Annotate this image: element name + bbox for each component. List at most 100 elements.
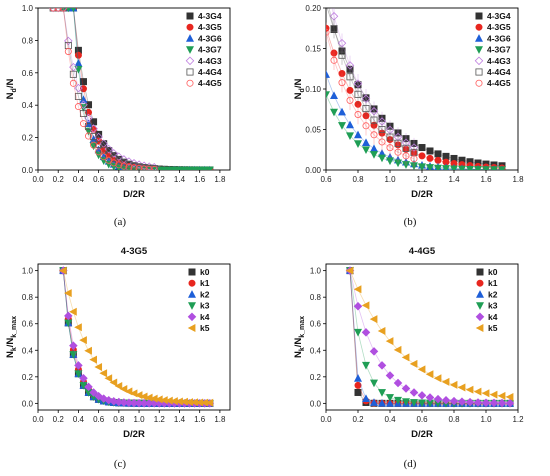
data-point <box>409 143 419 152</box>
data-point <box>377 117 387 126</box>
data-point <box>345 61 355 70</box>
data-point <box>95 130 103 138</box>
data-point <box>205 166 214 170</box>
data-point <box>393 132 403 142</box>
data-point <box>449 380 458 389</box>
data-point <box>377 326 386 335</box>
chart-panel-b: 0.6 0.8 1.0 1.2 1.4 1.6 1.8 0.00 0.05 0.10 0.15 0.2… <box>293 4 524 228</box>
series-k0 <box>346 267 514 407</box>
y-axis-label: Nk/Nk_max <box>5 316 18 358</box>
data-point <box>59 266 67 275</box>
x-tick-label: 0.0 <box>320 415 332 424</box>
data-point <box>79 336 87 345</box>
x-axis-label: D/2R <box>411 429 433 440</box>
data-point <box>330 108 338 117</box>
data-point <box>64 47 72 55</box>
data-point <box>353 301 363 311</box>
data-point <box>353 285 362 294</box>
data-point <box>125 161 133 169</box>
x-tick-label: 1.6 <box>194 415 206 424</box>
data-point <box>338 107 346 116</box>
data-point <box>150 165 158 170</box>
legend-label: 4-3G6 <box>198 33 222 43</box>
data-point <box>434 164 442 170</box>
x-tick-label: 0.2 <box>53 175 65 184</box>
y-tick-label: 0.8 <box>310 293 322 302</box>
data-point <box>393 378 403 388</box>
data-point <box>393 345 402 354</box>
data-point <box>426 147 434 155</box>
y-tick-label: 0.4 <box>22 101 34 110</box>
legend-marker <box>476 268 484 276</box>
data-point <box>79 78 87 86</box>
series-k1 <box>346 267 514 407</box>
series-4-3G7 <box>326 91 506 170</box>
data-point <box>482 166 490 170</box>
chart-title: 4-3G5 <box>121 246 148 257</box>
data-point <box>130 164 138 170</box>
data-point <box>410 162 418 170</box>
data-point <box>330 25 338 33</box>
data-point <box>58 8 68 13</box>
legend-label: 4-3G7 <box>198 45 222 55</box>
data-point <box>370 116 378 124</box>
panel-caption: (c) <box>114 458 127 470</box>
y-tick-label: 0.00 <box>305 166 321 175</box>
plot-area <box>345 266 515 408</box>
legend-marker <box>187 324 196 332</box>
data-point <box>385 371 395 380</box>
y-tick-label: 0.8 <box>22 293 34 302</box>
x-tick-label: 0.4 <box>384 415 396 424</box>
data-point <box>53 8 63 13</box>
legend-label: k0 <box>488 267 498 277</box>
data-point <box>481 389 490 398</box>
data-point <box>59 8 67 12</box>
x-tick-label: 0.8 <box>113 415 125 424</box>
legend-label: k3 <box>488 301 498 311</box>
plot-area <box>326 8 506 170</box>
data-point <box>418 144 426 152</box>
x-tick-label: 1.6 <box>480 175 492 184</box>
data-point <box>49 8 57 12</box>
data-point <box>377 361 387 370</box>
data-point <box>378 125 386 133</box>
legend-label: 4-3G7 <box>487 45 511 55</box>
data-point <box>370 105 378 113</box>
data-point <box>84 346 92 355</box>
data-point <box>330 56 338 64</box>
data-point <box>441 395 451 405</box>
data-point <box>466 165 474 170</box>
data-point <box>95 140 103 148</box>
x-tick-label: 0.4 <box>73 175 85 184</box>
data-point <box>354 130 362 139</box>
data-point <box>69 79 77 87</box>
data-point <box>354 374 362 382</box>
data-point <box>457 397 467 406</box>
data-point <box>386 133 394 141</box>
data-point <box>474 166 482 170</box>
data-point <box>69 341 78 350</box>
data-point <box>458 165 466 170</box>
data-point <box>362 361 370 370</box>
legend-label: k2 <box>488 289 498 299</box>
data-point <box>425 393 435 402</box>
data-point <box>330 91 338 99</box>
data-point <box>84 382 93 392</box>
data-point <box>386 157 394 166</box>
data-point <box>362 394 370 403</box>
x-tick-label: 0.6 <box>320 175 332 184</box>
data-point <box>354 90 362 98</box>
data-point <box>135 165 143 170</box>
data-point <box>326 28 330 36</box>
data-point <box>369 347 379 356</box>
data-point <box>79 374 88 383</box>
data-point <box>481 398 491 407</box>
plot-area <box>48 8 214 170</box>
legend-label: 4-3G5 <box>198 22 222 32</box>
legend-marker <box>475 34 483 42</box>
x-tick-label: 1.8 <box>214 415 226 424</box>
x-tick-label: 0.8 <box>352 175 364 184</box>
x-tick-label: 0.2 <box>53 415 65 424</box>
x-tick-label: 0.4 <box>73 415 85 424</box>
legend-label: 4-4G4 <box>487 67 511 77</box>
